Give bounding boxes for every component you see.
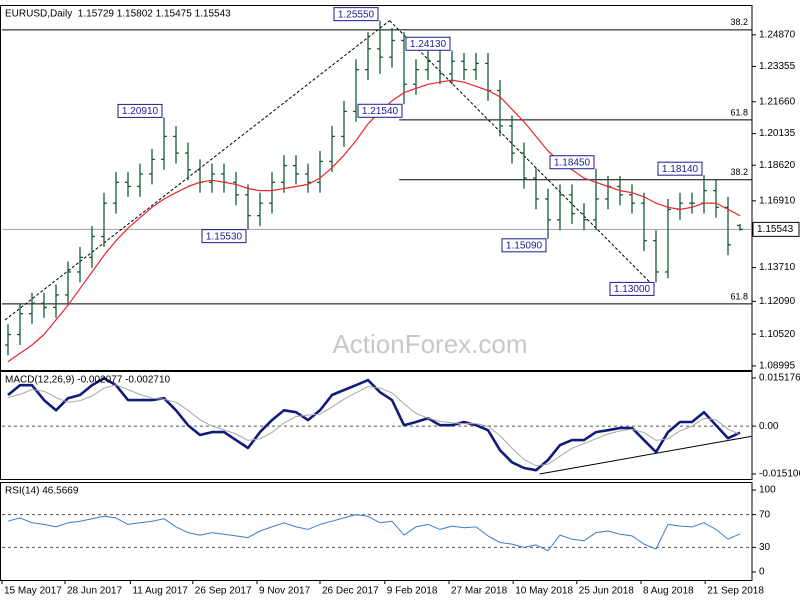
x-tick-label: 28 Jun 2017 (67, 586, 122, 597)
pivot-label: 1.13000 (614, 284, 651, 295)
y-tick-label: 1.16910 (759, 195, 796, 206)
y-tick-label: 100 (759, 485, 776, 496)
series-line (7, 384, 741, 467)
x-tick-label: 11 Aug 2017 (132, 586, 188, 597)
x-tick-label: 27 Mar 2018 (451, 586, 508, 597)
watermark: ActionForex.com (332, 329, 527, 359)
trendline (539, 435, 753, 475)
pivot-label: 1.15090 (506, 240, 543, 251)
panel-title: RSI(14) 46.5669 (5, 486, 79, 497)
y-tick-label: 1.08995 (759, 361, 796, 372)
x-tick-label: 25 Jun 2018 (579, 586, 634, 597)
panel-frame (0, 5, 753, 371)
y-tick-label: 1.23355 (759, 61, 796, 72)
y-tick-label: 1.10520 (759, 329, 796, 340)
x-tick-label: 10 May 2018 (515, 586, 573, 597)
pivot-box (405, 36, 451, 51)
pivot-box (549, 155, 595, 170)
pivot-box (357, 103, 403, 118)
pivot-label: 1.18450 (554, 157, 591, 168)
pivot-box (501, 238, 547, 253)
y-tick-label: 1.12090 (759, 296, 796, 307)
x-tick-label: 26 Dec 2017 (322, 586, 379, 597)
trendline (389, 20, 651, 283)
panel-frame (0, 371, 753, 480)
y-tick-label: -0.015106 (759, 469, 800, 480)
x-tick-label: 15 May 2017 (4, 586, 62, 597)
y-tick-label: 0.00 (759, 421, 779, 432)
pivot-label: 1.20910 (122, 106, 159, 117)
y-tick-label: 1.21660 (759, 96, 796, 107)
fib-label: 38.2 (730, 17, 748, 27)
pivot-label: 1.24130 (410, 39, 447, 50)
y-tick-label: 1.13710 (759, 262, 796, 273)
y-tick-label: 70 (759, 509, 771, 520)
current-price-label: 1.15543 (757, 224, 794, 235)
fib-label: 61.8 (730, 291, 748, 301)
pivot-label: 1.21540 (362, 106, 399, 117)
fib-label: 38.2 (730, 167, 748, 177)
pivot-box (333, 7, 379, 22)
x-tick-label: 21 Sep 2018 (707, 586, 764, 597)
y-tick-label: 0 (759, 567, 765, 578)
x-tick-label: 9 Nov 2017 (259, 586, 311, 597)
y-tick-label: 1.18620 (759, 160, 796, 171)
pivot-label: 1.25550 (338, 9, 375, 20)
pivot-label: 1.18140 (662, 164, 699, 175)
panel-frame (0, 482, 753, 581)
x-tick-label: 8 Aug 2018 (643, 586, 694, 597)
x-tick-label: 9 Feb 2018 (387, 586, 438, 597)
series-line (7, 514, 741, 552)
y-tick-label: 1.20135 (759, 128, 796, 139)
y-tick-label: 30 (759, 542, 771, 553)
trendline (4, 20, 390, 321)
pivot-box (609, 281, 655, 296)
fib-label: 61.8 (730, 107, 748, 117)
pivot-box (117, 103, 163, 118)
pivot-label: 1.15530 (206, 231, 243, 242)
pivot-box (657, 161, 703, 176)
series-line (7, 376, 741, 472)
panel-title: MACD(12,26,9) -0.002077 -0.002710 (5, 375, 171, 386)
y-tick-label: 1.24870 (759, 29, 796, 40)
pivot-box (201, 229, 247, 244)
x-tick-label: 26 Sep 2017 (195, 586, 252, 597)
y-tick-label: 0.015176 (759, 373, 800, 384)
current-price-box (752, 221, 800, 237)
panel-title: EURUSD,Daily 1.15729 1.15802 1.15475 1.1… (5, 9, 231, 20)
